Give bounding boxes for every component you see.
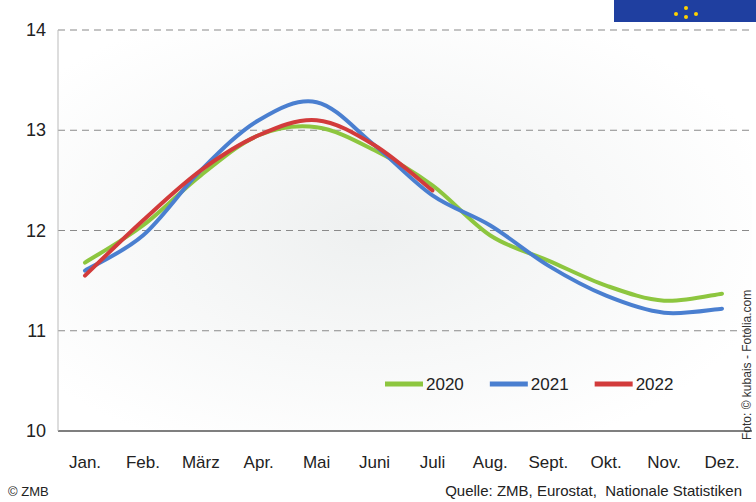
x-tick-label: Dez. [705,453,740,472]
x-tick-label: Okt. [591,453,622,472]
y-axis-line [58,30,59,431]
x-tick-label: Nov. [647,453,681,472]
legend-swatch [595,382,633,387]
legend-swatch [385,382,423,387]
flag-star [674,12,678,16]
legend-label: 2022 [636,375,674,394]
legend-swatch [490,382,528,387]
y-tick-label: 13 [26,120,46,140]
x-tick-label: Jan. [69,453,101,472]
x-tick-label: März [182,453,220,472]
series-line [85,126,722,301]
copyright: © ZMB [8,484,49,499]
x-tick-label: Juli [420,453,446,472]
flag-star [684,15,688,19]
legend-label: 2020 [426,375,464,394]
y-tick-label: 11 [27,321,46,341]
x-tick-label: Apr. [244,453,274,472]
series-group [85,101,722,313]
y-tick-label: 14 [26,20,46,40]
x-tick-label: Juni [359,453,390,472]
chart: 10 11 12 13 14 Jan. Feb. März Apr. Mai Juni Juli Aug… [0,0,756,502]
grid-line [58,230,752,231]
photo-credit: Foto: © kubais - Fotolia.com [740,290,754,440]
grid-line [58,430,752,432]
y-tick-label: 10 [26,421,46,441]
x-tick-label: Feb. [126,453,160,472]
background [58,30,752,431]
grid-line [58,29,752,30]
source: Quelle: ZMB, Eurostat, Nationale Statist… [445,482,742,499]
series-line [85,120,432,276]
flag [614,0,756,22]
grid-line [58,330,752,331]
y-tick-label: 12 [26,221,46,241]
x-tick-label: Aug. [473,453,508,472]
flag-star [684,6,688,10]
x-tick-label: Mai [303,453,330,472]
grid-line [58,130,752,131]
x-tick-label: Sept. [528,453,568,472]
flag-star [694,12,698,16]
legend-label: 2021 [531,375,569,394]
series-line [85,101,722,313]
